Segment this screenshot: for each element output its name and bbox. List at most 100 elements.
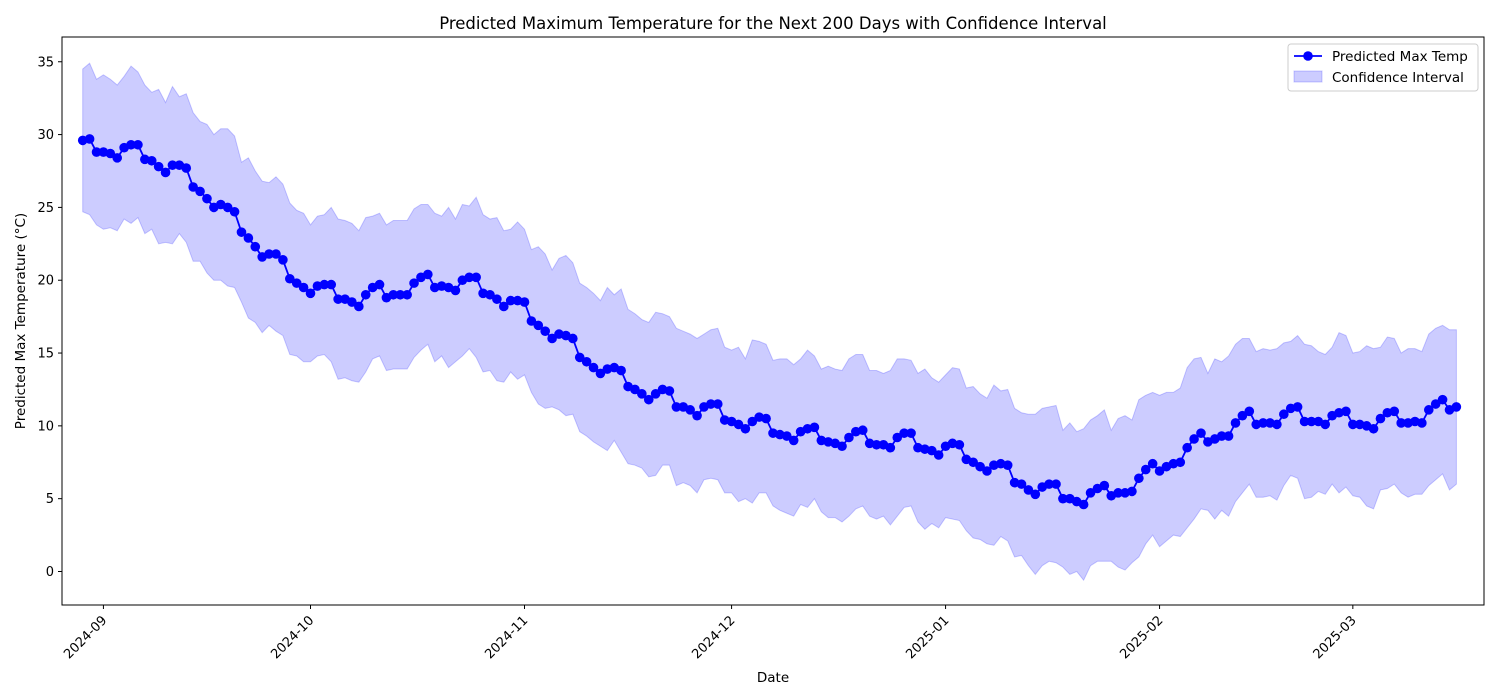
data-point (568, 333, 578, 344)
data-point (402, 289, 412, 300)
data-point (1085, 488, 1096, 498)
data-point (933, 450, 944, 460)
data-point (492, 294, 502, 304)
x-tick-label: 2024-10 (268, 613, 317, 662)
data-point (1272, 419, 1282, 430)
data-point (547, 333, 557, 344)
data-point (1154, 466, 1165, 476)
y-tick-label: 20 (37, 274, 54, 289)
data-point (761, 413, 771, 424)
data-point (1368, 423, 1379, 434)
data-point (1299, 416, 1310, 427)
data-point (782, 431, 792, 441)
data-point (188, 182, 198, 192)
x-axis: 2024-09 2024-10 2024-11 2024-12 2025-01 2025-… (61, 605, 1360, 662)
data-point (91, 147, 102, 157)
data-point (360, 289, 371, 300)
data-point (871, 439, 882, 450)
data-point (643, 394, 654, 405)
data-point (333, 294, 343, 304)
data-point (395, 289, 406, 300)
data-point (105, 148, 116, 159)
data-point (899, 428, 909, 438)
data-point (650, 389, 661, 399)
y-tick-label: 30 (37, 128, 54, 143)
data-point (1306, 416, 1317, 427)
data-point (740, 423, 751, 434)
data-point (388, 289, 399, 300)
data-point (885, 442, 896, 453)
data-point (809, 422, 820, 433)
data-point (975, 461, 985, 472)
data-point (581, 356, 592, 367)
data-point (126, 139, 136, 150)
data-point (1223, 431, 1234, 441)
data-point (498, 301, 509, 312)
data-point (1023, 485, 1034, 495)
data-point (1451, 402, 1462, 412)
data-point (1051, 479, 1061, 489)
data-point (278, 255, 288, 265)
data-point (906, 428, 916, 438)
legend-label-predicted: Predicted Max Temp (1332, 49, 1468, 65)
data-point (1423, 405, 1434, 415)
data-point (409, 278, 419, 288)
data-point (1078, 499, 1089, 510)
data-point (1175, 457, 1186, 468)
data-point (1016, 479, 1027, 489)
data-point (84, 134, 95, 144)
data-point (471, 272, 481, 283)
data-point (423, 269, 433, 280)
data-point (1002, 460, 1013, 470)
y-tick-label: 5 (46, 492, 54, 507)
y-tick-label: 25 (37, 201, 54, 216)
data-point (1389, 406, 1400, 417)
predicted-markers-layer (77, 134, 1462, 510)
data-point (326, 279, 337, 290)
data-point (1437, 394, 1448, 405)
data-point (892, 432, 903, 443)
data-point (1147, 458, 1158, 469)
data-point (616, 365, 626, 376)
x-tick-label: 2025-02 (1117, 613, 1166, 662)
data-point (540, 326, 550, 336)
data-point (195, 186, 205, 197)
data-point (671, 402, 682, 412)
data-point (243, 233, 254, 243)
data-point (167, 160, 178, 170)
data-point (146, 155, 157, 166)
data-point (271, 249, 281, 259)
data-point (1196, 428, 1206, 438)
data-point (1341, 406, 1351, 417)
data-point (1099, 480, 1110, 491)
chart-title: Predicted Maximum Temperature for the Ne… (439, 14, 1107, 33)
legend-frame (1287, 43, 1479, 92)
data-point (982, 466, 992, 476)
legend: Predicted Max Temp Confidence Interval (1287, 43, 1479, 92)
data-point (1230, 418, 1241, 428)
confidence-band-layer (82, 62, 1457, 582)
data-point (692, 410, 702, 421)
plot-frame (61, 36, 1485, 606)
data-point (153, 161, 164, 172)
data-point (526, 316, 537, 326)
data-point (1430, 399, 1441, 409)
data-point (1320, 419, 1331, 430)
data-point (1417, 418, 1427, 428)
y-tick-label: 15 (37, 347, 54, 362)
data-point (1030, 489, 1041, 500)
data-point (1127, 486, 1137, 497)
data-point (733, 419, 744, 430)
x-tick-label: 2024-11 (482, 613, 531, 662)
data-point (202, 193, 212, 204)
data-point (1044, 479, 1054, 489)
x-tick-label: 2025-01 (903, 613, 952, 662)
data-point (505, 295, 516, 306)
data-point (519, 297, 530, 307)
y-tick-label: 0 (46, 565, 54, 580)
data-point (857, 425, 868, 436)
data-point (595, 368, 606, 379)
data-point (1244, 406, 1255, 417)
data-point (181, 163, 192, 173)
